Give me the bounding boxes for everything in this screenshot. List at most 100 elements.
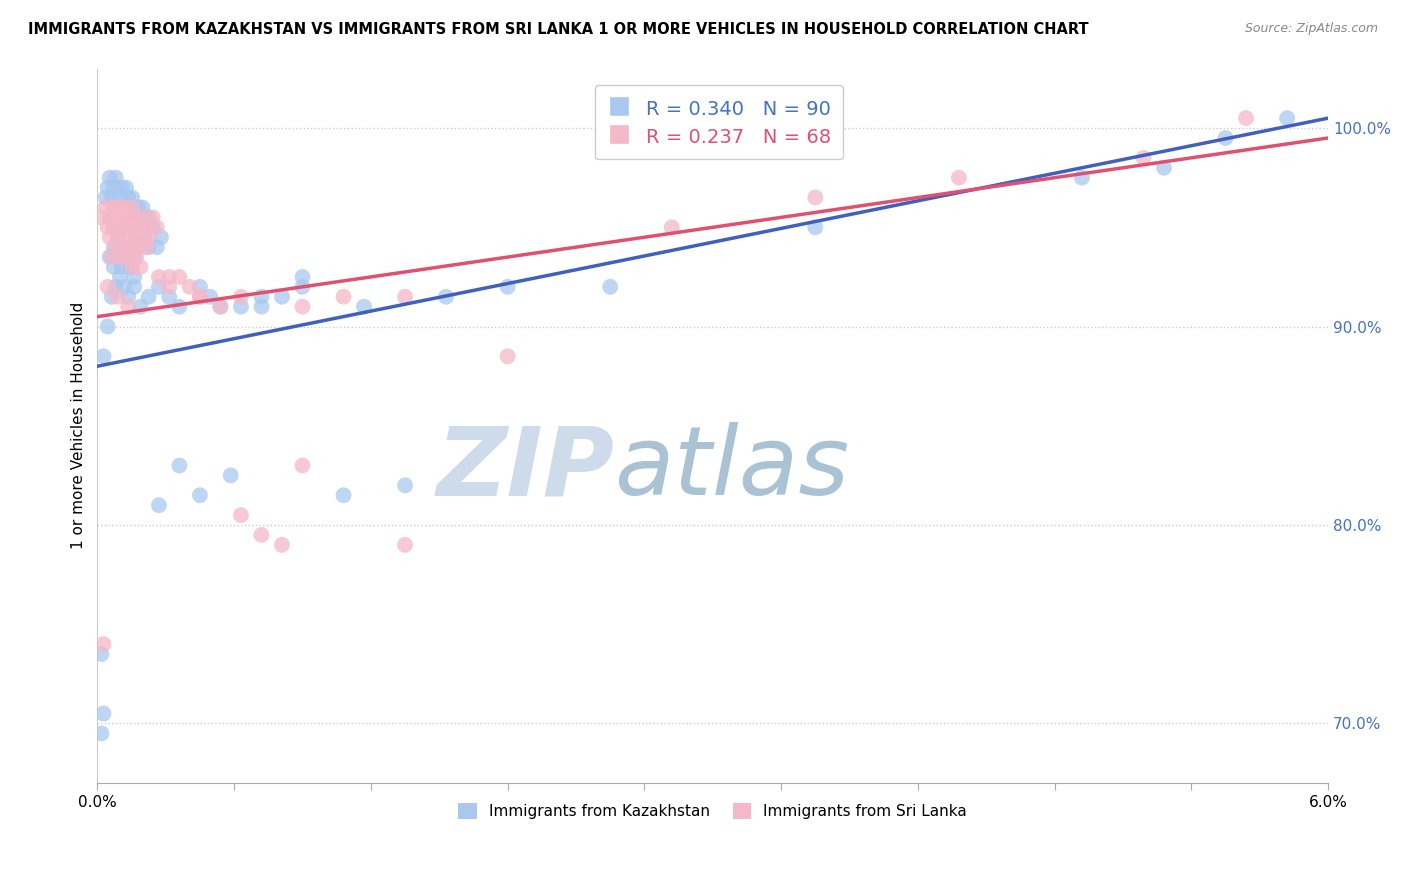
Point — [135, 220, 157, 235]
Point — [332, 290, 354, 304]
Point — [138, 230, 160, 244]
Point — [112, 201, 135, 215]
Point — [124, 250, 146, 264]
Point — [209, 300, 232, 314]
Point — [291, 280, 314, 294]
Point — [135, 240, 157, 254]
Point — [103, 260, 125, 274]
Point — [108, 190, 131, 204]
Point — [108, 211, 131, 225]
Point — [108, 269, 131, 284]
Point — [98, 211, 121, 225]
Point — [100, 290, 122, 304]
Point — [394, 538, 416, 552]
Point — [142, 220, 165, 235]
Point — [134, 230, 156, 244]
Point — [138, 240, 160, 254]
Point — [149, 230, 172, 244]
Point — [1071, 170, 1094, 185]
Point — [111, 260, 134, 274]
Point — [127, 220, 149, 235]
Point — [103, 180, 125, 194]
Point — [179, 280, 201, 294]
Point — [332, 488, 354, 502]
Point — [229, 508, 252, 522]
Point — [120, 240, 142, 254]
Point — [97, 180, 120, 194]
Point — [98, 170, 121, 185]
Point — [125, 211, 148, 225]
Point — [125, 230, 148, 244]
Point — [188, 290, 211, 304]
Point — [100, 250, 122, 264]
Point — [107, 290, 129, 304]
Point — [271, 290, 294, 304]
Point — [115, 250, 138, 264]
Point — [148, 269, 170, 284]
Point — [169, 300, 191, 314]
Point — [100, 211, 122, 225]
Point — [120, 201, 142, 215]
Point — [124, 201, 146, 215]
Point — [291, 300, 314, 314]
Point — [496, 349, 519, 363]
Point — [97, 280, 120, 294]
Point — [115, 230, 138, 244]
Point — [188, 290, 211, 304]
Point — [117, 190, 139, 204]
Point — [125, 250, 148, 264]
Point — [108, 250, 131, 264]
Point — [219, 468, 242, 483]
Point — [291, 269, 314, 284]
Point — [111, 201, 134, 215]
Point — [229, 290, 252, 304]
Point — [107, 230, 129, 244]
Point — [250, 290, 273, 304]
Point — [394, 478, 416, 492]
Point — [157, 290, 180, 304]
Point — [117, 211, 139, 225]
Text: atlas: atlas — [614, 422, 849, 516]
Point — [127, 201, 149, 215]
Point — [148, 498, 170, 512]
Point — [98, 250, 121, 264]
Point — [188, 280, 211, 294]
Point — [353, 300, 375, 314]
Point — [138, 290, 160, 304]
Point — [121, 220, 143, 235]
Point — [599, 280, 621, 294]
Point — [129, 211, 152, 225]
Point — [97, 319, 120, 334]
Point — [115, 250, 138, 264]
Point — [188, 488, 211, 502]
Point — [142, 211, 165, 225]
Point — [1215, 131, 1237, 145]
Point — [117, 250, 139, 264]
Point — [127, 240, 149, 254]
Point — [129, 220, 152, 235]
Point — [93, 349, 115, 363]
Point — [169, 458, 191, 473]
Point — [100, 190, 122, 204]
Point — [117, 290, 139, 304]
Text: ZIP: ZIP — [436, 422, 614, 516]
Point — [104, 170, 127, 185]
Point — [94, 201, 117, 215]
Point — [209, 300, 232, 314]
Point — [90, 726, 112, 740]
Point — [104, 201, 127, 215]
Point — [129, 300, 152, 314]
Point — [112, 220, 135, 235]
Point — [107, 250, 129, 264]
Point — [107, 180, 129, 194]
Point — [138, 211, 160, 225]
Point — [115, 180, 138, 194]
Point — [131, 230, 153, 244]
Point — [90, 211, 112, 225]
Point — [146, 220, 169, 235]
Point — [93, 637, 115, 651]
Point — [103, 201, 125, 215]
Point — [134, 211, 156, 225]
Point — [125, 211, 148, 225]
Point — [111, 240, 134, 254]
